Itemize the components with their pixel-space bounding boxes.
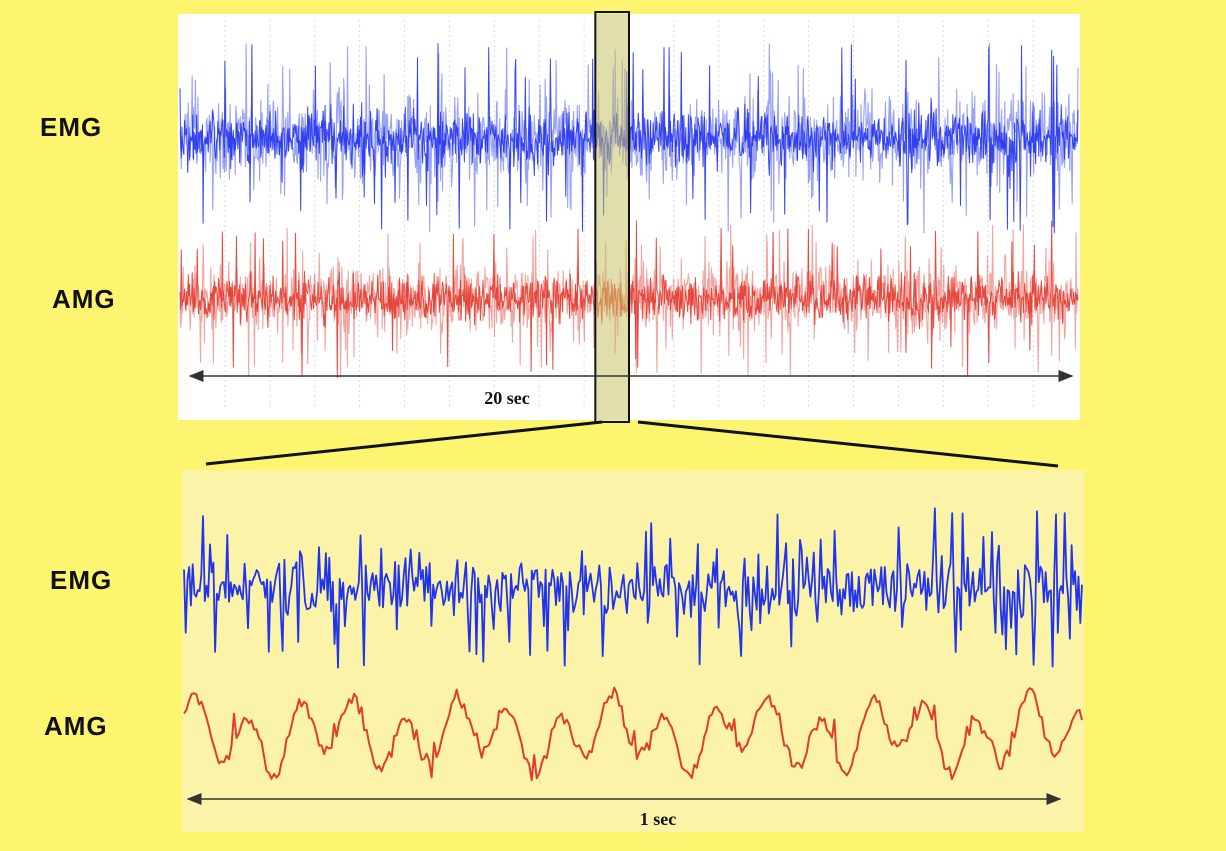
bottom-emg-series — [183, 507, 1083, 669]
top-amg-label: AMG — [52, 284, 116, 314]
bottom-emg-line — [183, 507, 1083, 669]
bottom-amg-label: AMG — [44, 711, 108, 741]
zoom-window-highlight — [595, 14, 629, 420]
bottom-span-label: 1 sec — [640, 809, 676, 829]
zoom-window-box — [594, 11, 631, 423]
bottom-amg-series — [183, 686, 1083, 782]
top-span-label: 20 sec — [484, 388, 529, 408]
top-emg-label: EMG — [40, 112, 103, 142]
zoom-connector-left — [205, 420, 603, 466]
bottom-amg-line — [183, 686, 1083, 782]
zoom-connector-right — [637, 420, 1059, 468]
zoom-span-arrow — [205, 463, 1059, 467]
bottom-emg-label: EMG — [50, 565, 113, 595]
bottom-panel — [182, 470, 1084, 832]
